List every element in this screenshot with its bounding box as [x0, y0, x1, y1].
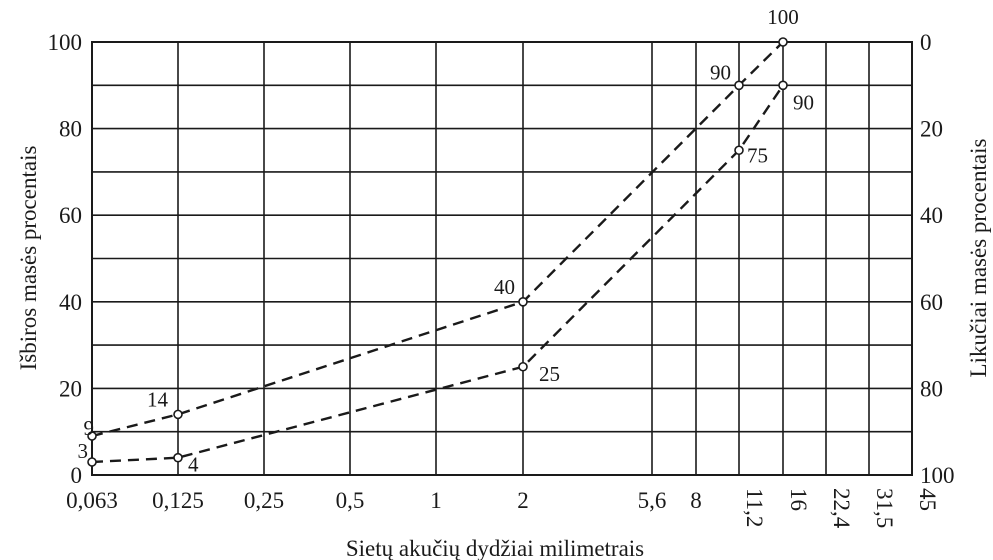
y-tick-label-left: 100	[48, 30, 83, 55]
x-tick-label: 11,2	[742, 488, 767, 527]
data-labels: 9 14 40 90 100 3 4 25 75 90	[78, 5, 815, 477]
series-2-point	[173, 452, 183, 463]
x-tick-label: 1	[430, 488, 442, 513]
series-1-point	[173, 409, 183, 420]
series-2-point	[87, 457, 97, 467]
series-1-point	[778, 37, 788, 47]
series-1-point	[518, 296, 528, 307]
y-tick-label-left: 40	[59, 290, 82, 315]
series-2-data-label: 3	[78, 439, 89, 463]
y-tick-label-left: 80	[59, 117, 82, 142]
x-tick-label: 2	[517, 488, 529, 513]
series-1-data-label: 100	[767, 5, 799, 29]
x-tick-label: 16	[786, 488, 811, 511]
y-axis-title-right: Likučiai masės procentais	[966, 139, 991, 378]
y-tick-label-left: 60	[59, 203, 82, 228]
series-2-data-label: 25	[539, 362, 560, 386]
x-tick-label: 31,5	[872, 488, 897, 528]
x-tick-label: 45	[915, 488, 940, 511]
y-tick-label-left: 0	[71, 463, 83, 488]
y-tick-label-right: 0	[920, 30, 932, 55]
x-tick-label: 22,4	[829, 488, 854, 529]
series-2-data-label: 75	[747, 143, 768, 167]
series-2-line	[91, 84, 784, 464]
y-tick-label-right: 100	[920, 463, 955, 488]
series-2-data-label: 4	[188, 453, 199, 477]
series-1-line	[91, 41, 784, 438]
grid	[91, 41, 913, 476]
series-2-point	[518, 361, 528, 372]
plot-frame	[91, 41, 913, 476]
x-axis-title: Sietų akučių dydžiai milimetrais	[346, 536, 644, 560]
series-2-point	[734, 145, 744, 156]
series-1-data-label: 90	[710, 60, 731, 84]
y-tick-label-left: 20	[59, 376, 82, 401]
series-1-data-label: 14	[147, 387, 169, 411]
y-tick-label-right: 80	[920, 376, 943, 401]
series-1-data-label: 40	[494, 275, 515, 299]
series-2-data-label: 90	[793, 90, 814, 114]
y-axis-title-left: Išbiros masės procentais	[16, 146, 41, 371]
x-tick-label: 5,6	[638, 488, 667, 513]
x-tick-label: 0,063	[66, 488, 118, 513]
series-1-point	[87, 431, 97, 441]
series-1-point	[734, 80, 744, 91]
series-2-point	[778, 80, 788, 91]
x-tick-label: 0,5	[336, 488, 365, 513]
series-1-data-label: 9	[84, 416, 95, 440]
y-tick-label-right: 20	[920, 117, 943, 142]
x-tick-label: 0,125	[152, 488, 204, 513]
x-tick-label: 8	[690, 488, 702, 513]
series-group	[87, 37, 788, 467]
y-tick-label-right: 60	[920, 290, 943, 315]
y-tick-label-right: 40	[920, 203, 943, 228]
x-tick-label: 0,25	[244, 488, 284, 513]
tick-labels: 0,063 0,125 0,25 0,5 1 2 5,6 8 11,2 16 22,4 31,5 45 0…	[48, 30, 955, 529]
